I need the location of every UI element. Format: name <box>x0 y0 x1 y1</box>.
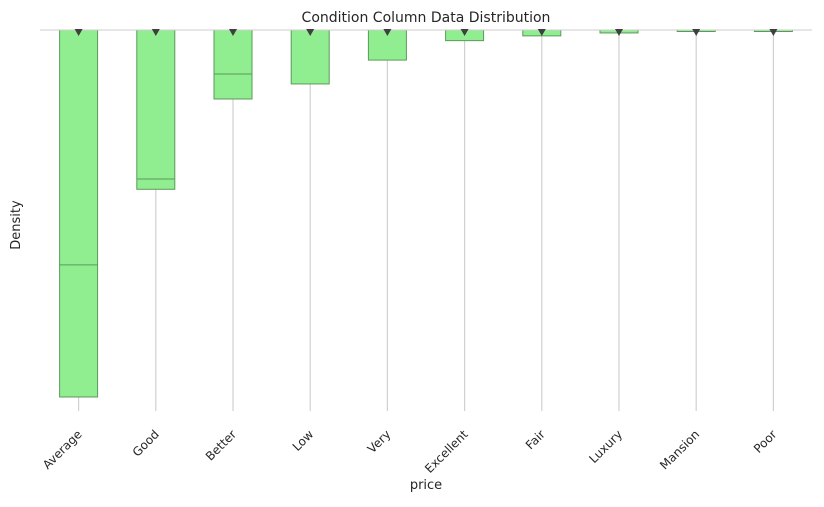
bar-very <box>367 29 407 61</box>
x-tick-label: Fair <box>523 427 548 452</box>
down-triangle-icon <box>460 29 469 36</box>
bar-average <box>59 29 99 398</box>
x-tick-label: Very <box>365 427 394 456</box>
down-triangle-icon <box>74 29 83 36</box>
bars <box>59 29 793 398</box>
x-tick-labels: Average Good Better Low Very Excellent Fair Lux… <box>40 427 780 476</box>
x-tick-label: Luxury <box>586 427 625 466</box>
bar-good <box>136 29 176 190</box>
x-tick-label: Low <box>290 427 317 454</box>
down-triangle-icon <box>229 29 237 36</box>
x-tick-label: Better <box>203 427 239 463</box>
x-tick-label: Excellent <box>422 427 471 476</box>
x-tick-label: Good <box>130 427 162 459</box>
down-triangle-icon <box>383 29 392 36</box>
bar-better <box>213 29 253 100</box>
bar-low <box>290 29 330 85</box>
x-tick-label: Poor <box>751 427 780 456</box>
markers <box>74 29 778 36</box>
down-triangle-icon <box>692 29 701 36</box>
grid-lines <box>77 30 775 411</box>
chart-title: Condition Column Data Distribution <box>302 10 551 26</box>
y-axis-label: Density <box>9 200 24 250</box>
down-triangle-icon <box>151 29 160 36</box>
down-triangle-icon <box>306 29 315 36</box>
down-triangle-icon <box>769 29 778 36</box>
x-axis-label: price <box>410 478 442 493</box>
down-triangle-icon <box>537 29 546 36</box>
x-tick-label: Mansion <box>657 427 702 472</box>
x-tick-label: Average <box>40 427 85 472</box>
down-triangle-icon <box>615 29 623 36</box>
